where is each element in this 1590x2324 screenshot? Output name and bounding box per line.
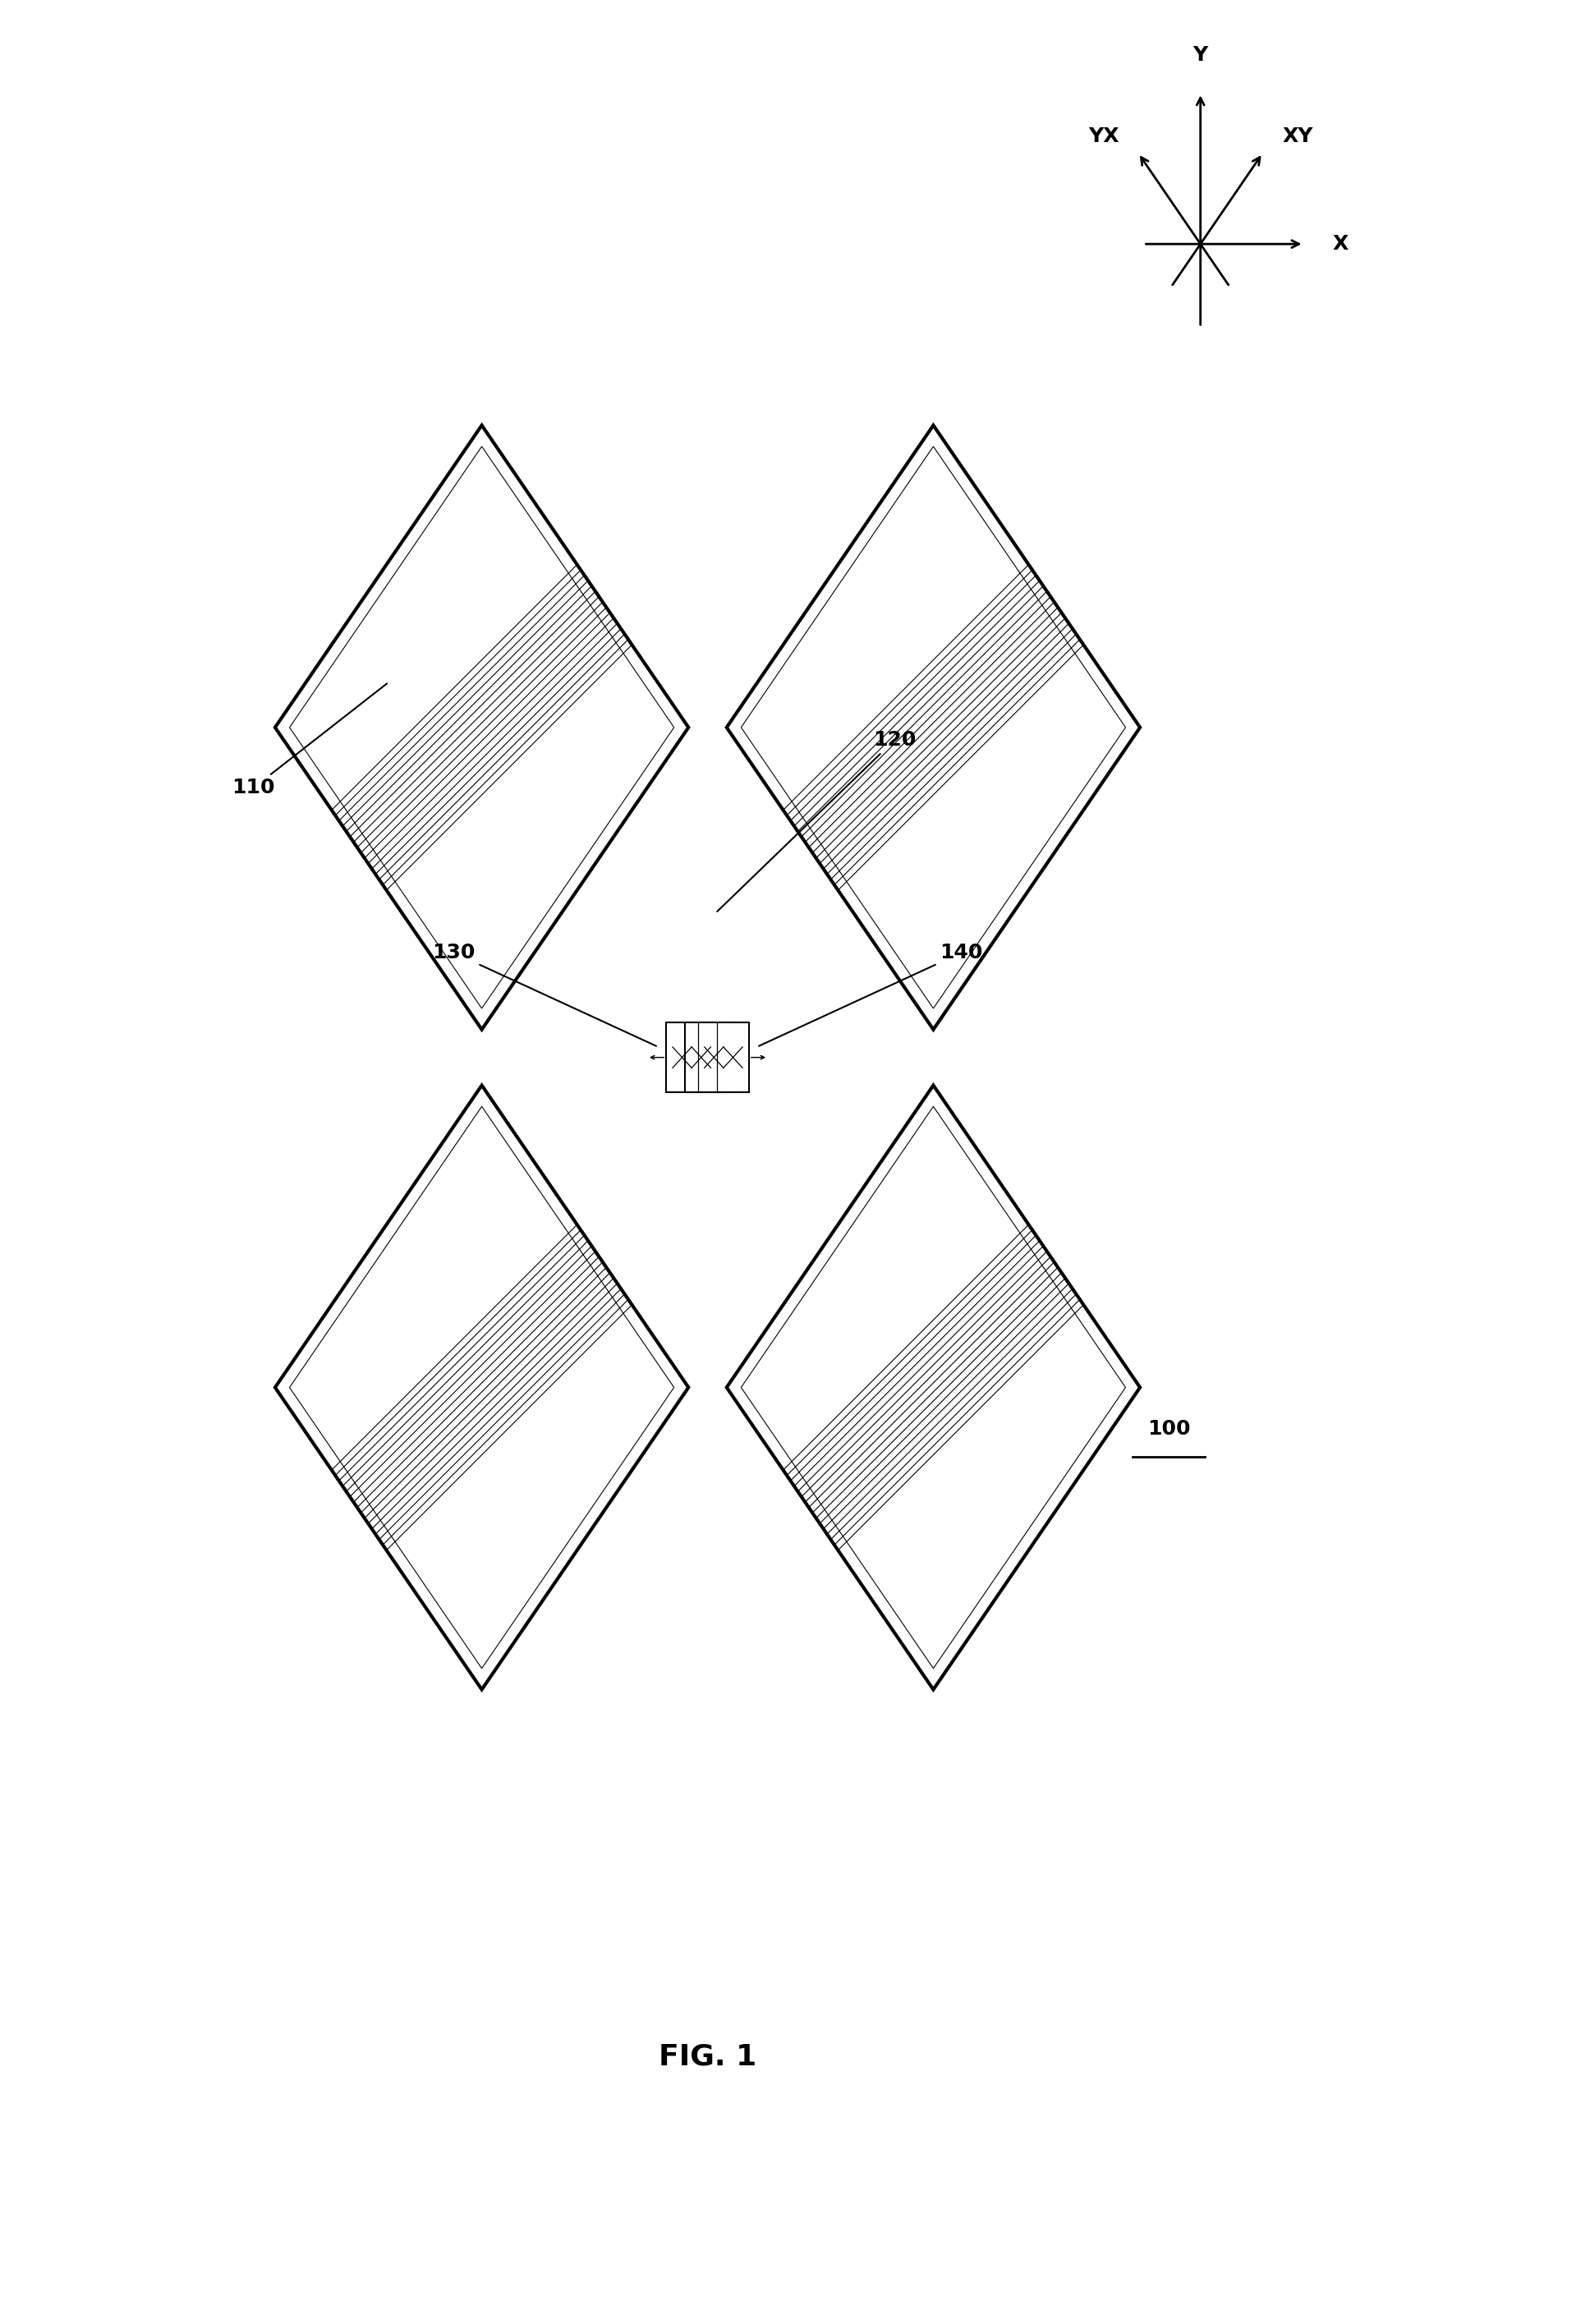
Text: 140: 140 bbox=[758, 944, 983, 1046]
Polygon shape bbox=[289, 446, 674, 1009]
Text: XY: XY bbox=[1282, 125, 1313, 146]
Polygon shape bbox=[275, 425, 688, 1030]
Polygon shape bbox=[275, 1085, 688, 1690]
Polygon shape bbox=[727, 425, 1140, 1030]
Text: 110: 110 bbox=[232, 683, 386, 797]
Text: 100: 100 bbox=[1146, 1420, 1191, 1439]
Text: FIG. 1: FIG. 1 bbox=[658, 2043, 757, 2071]
Bar bbox=[666, 1023, 730, 1092]
Polygon shape bbox=[727, 1085, 1140, 1690]
Text: 130: 130 bbox=[432, 944, 657, 1046]
Text: X: X bbox=[1332, 235, 1348, 253]
Text: Y: Y bbox=[1192, 46, 1208, 65]
Text: 120: 120 bbox=[717, 730, 916, 911]
Text: YX: YX bbox=[1088, 125, 1119, 146]
Polygon shape bbox=[741, 1106, 1126, 1669]
Bar bbox=[685, 1023, 749, 1092]
Polygon shape bbox=[289, 1106, 674, 1669]
Polygon shape bbox=[741, 446, 1126, 1009]
